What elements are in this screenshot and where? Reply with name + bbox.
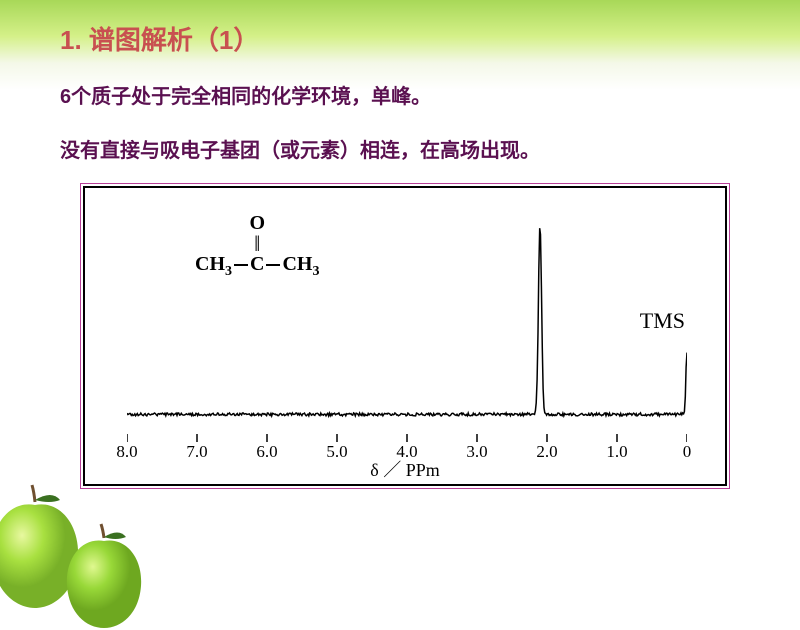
slide-title: 1. 谱图解析（1） bbox=[50, 20, 750, 57]
desc-line-2: 没有直接与吸电子基团（或元素）相连，在高场出现。 bbox=[50, 129, 750, 173]
nmr-chart: O ‖ CH3CCH3 TMS 8.07.06.05.04.03.02.01.0… bbox=[83, 186, 727, 486]
x-axis-title: δ ／ PPm bbox=[85, 456, 725, 482]
desc-line-1: 6个质子处于完全相同的化学环境，单峰。 bbox=[50, 75, 750, 119]
chart-container: O ‖ CH3CCH3 TMS 8.07.06.05.04.03.02.01.0… bbox=[80, 183, 730, 489]
spectrum-plot bbox=[127, 212, 687, 442]
apple-decoration-2 bbox=[56, 520, 151, 630]
